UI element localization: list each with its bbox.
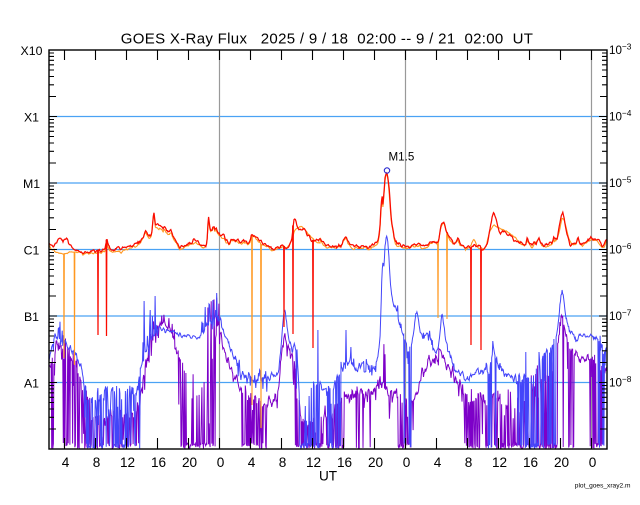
svg-text:20: 20: [554, 455, 570, 470]
svg-text:C1: C1: [24, 243, 40, 257]
svg-text:8: 8: [93, 455, 101, 470]
svg-text:4: 4: [434, 455, 442, 470]
svg-text:12: 12: [492, 455, 507, 470]
svg-text:X1: X1: [24, 110, 39, 124]
svg-text:8: 8: [279, 455, 287, 470]
svg-text:M1.5: M1.5: [389, 151, 415, 164]
svg-text:GOES X-Ray Flux 2025 / 9 / 1: GOES X-Ray Flux 2025 / 9 / 18 02:00 -- 9…: [121, 31, 533, 48]
svg-text:M1: M1: [23, 177, 40, 191]
svg-text:0: 0: [217, 455, 225, 470]
svg-text:16: 16: [151, 455, 166, 470]
svg-text:20: 20: [182, 455, 198, 470]
svg-text:A1: A1: [24, 376, 39, 390]
svg-text:16: 16: [523, 455, 538, 470]
svg-text:UT: UT: [319, 469, 337, 484]
svg-text:0: 0: [589, 455, 597, 470]
svg-text:16: 16: [337, 455, 352, 470]
svg-text:0: 0: [403, 455, 411, 470]
svg-text:plot_goes_xray2.m: plot_goes_xray2.m: [575, 483, 631, 490]
svg-text:4: 4: [248, 455, 256, 470]
svg-text:12: 12: [120, 455, 135, 470]
svg-text:B1: B1: [24, 310, 39, 324]
svg-text:12: 12: [306, 455, 321, 470]
svg-text:20: 20: [368, 455, 384, 470]
svg-text:4: 4: [62, 455, 70, 470]
svg-text:X10: X10: [21, 44, 43, 58]
svg-text:8: 8: [465, 455, 473, 470]
